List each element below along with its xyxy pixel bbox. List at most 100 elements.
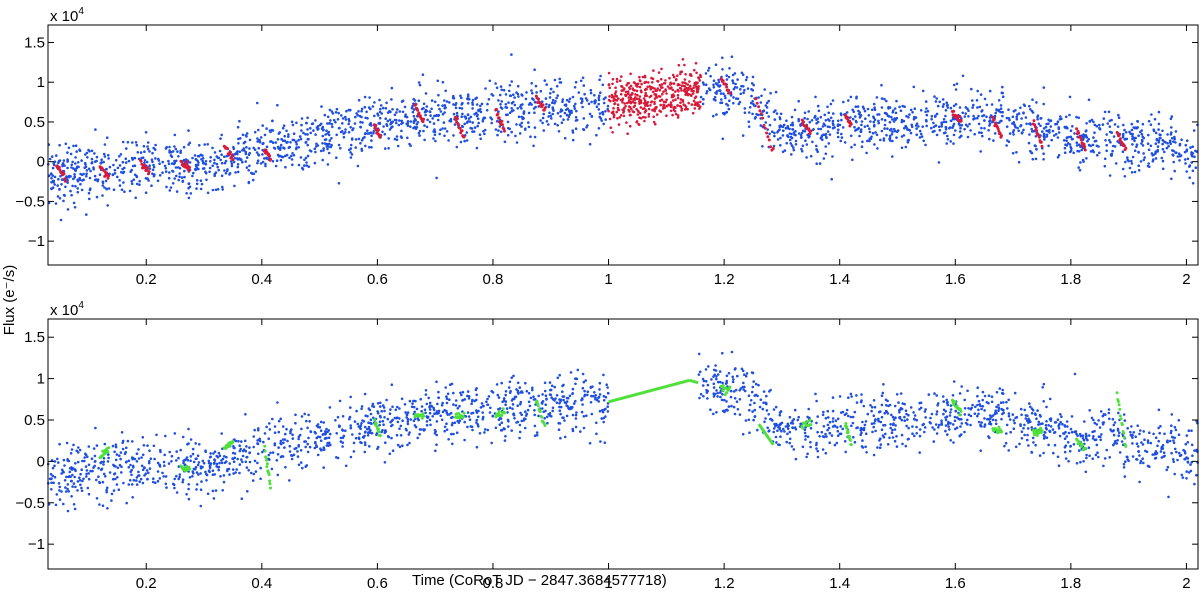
bottom-blue-point xyxy=(424,393,428,396)
bottom-blue-point xyxy=(155,433,158,437)
bottom-blue-point xyxy=(361,435,365,439)
top-blue-point xyxy=(287,135,290,138)
bottom-blue-point xyxy=(597,400,600,403)
top-blue-point xyxy=(847,99,850,102)
bottom-blue-point xyxy=(826,423,830,427)
top-xtick-label: 1.6 xyxy=(945,271,966,288)
bottom-blue-point xyxy=(582,380,586,384)
top-blue-point xyxy=(1030,109,1034,113)
top-red-point xyxy=(654,122,657,126)
top-blue-point xyxy=(510,80,513,83)
top-blue-point xyxy=(504,106,507,109)
top-blue-point xyxy=(709,74,712,78)
top-blue-point xyxy=(423,138,426,142)
top-blue-point xyxy=(204,160,208,163)
bottom-blue-point xyxy=(864,420,868,423)
bottom-blue-point xyxy=(450,432,453,436)
bottom-blue-point xyxy=(864,445,867,449)
top-blue-point xyxy=(742,91,745,94)
bottom-blue-point xyxy=(550,384,554,388)
bottom-blue-point xyxy=(313,446,317,450)
top-blue-point xyxy=(187,129,190,132)
top-blue-point xyxy=(306,116,309,120)
top-blue-point xyxy=(886,114,890,117)
bottom-blue-point xyxy=(388,452,392,456)
bottom-blue-point xyxy=(1114,439,1117,443)
bottom-blue-point xyxy=(851,421,855,425)
bottom-blue-point xyxy=(1136,424,1139,428)
top-blue-point xyxy=(168,171,171,174)
top-red-point xyxy=(660,67,663,71)
bottom-blue-point xyxy=(741,369,745,373)
bottom-blue-point xyxy=(1099,435,1102,439)
top-blue-point xyxy=(1085,135,1088,139)
top-blue-point xyxy=(191,156,194,160)
bottom-blue-point xyxy=(475,398,478,402)
top-blue-point xyxy=(1154,152,1157,155)
top-red-point xyxy=(759,112,763,116)
top-red-point xyxy=(639,106,643,109)
top-blue-point xyxy=(448,101,451,104)
top-blue-point xyxy=(1143,156,1146,159)
top-blue-point xyxy=(100,158,103,161)
top-red-point xyxy=(639,89,643,92)
bottom-blue-point xyxy=(451,415,454,419)
bottom-blue-point xyxy=(809,426,813,430)
top-blue-point xyxy=(1192,129,1196,132)
top-blue-point xyxy=(557,130,561,133)
bottom-blue-point xyxy=(80,486,83,490)
top-red-point xyxy=(377,128,380,132)
top-blue-point xyxy=(1043,138,1046,141)
top-blue-point xyxy=(291,152,294,155)
bottom-blue-point xyxy=(1005,400,1008,404)
top-blue-point xyxy=(883,118,887,122)
top-blue-point xyxy=(738,100,742,104)
bottom-blue-point xyxy=(545,415,549,419)
top-blue-point xyxy=(855,97,858,100)
bottom-blue-point xyxy=(946,433,949,436)
top-blue-point xyxy=(218,149,222,153)
top-blue-point xyxy=(508,84,512,87)
bottom-blue-point xyxy=(381,419,385,423)
top-blue-point xyxy=(1170,177,1173,181)
bottom-blue-point xyxy=(513,417,516,420)
top-blue-point xyxy=(335,107,339,111)
top-red-point xyxy=(952,109,956,113)
bottom-blue-point xyxy=(949,439,952,442)
bottom-blue-point xyxy=(199,504,203,508)
bottom-blue-point xyxy=(586,390,590,394)
bottom-blue-point xyxy=(995,390,999,394)
bottom-blue-point xyxy=(107,456,110,460)
top-red-point xyxy=(656,87,660,90)
top-blue-point xyxy=(801,144,805,148)
top-blue-point xyxy=(213,161,216,165)
top-red-point xyxy=(767,138,771,142)
top-blue-point xyxy=(442,121,446,124)
top-blue-point xyxy=(208,170,211,174)
top-blue-point xyxy=(1075,144,1079,147)
bottom-blue-point xyxy=(443,429,447,433)
top-blue-point xyxy=(400,129,403,133)
top-red-point xyxy=(536,97,540,101)
bottom-blue-point xyxy=(1163,454,1166,458)
bottom-blue-point xyxy=(730,404,733,408)
top-blue-point xyxy=(59,218,63,222)
top-blue-point xyxy=(533,135,537,139)
top-blue-point xyxy=(486,102,489,106)
bottom-blue-point xyxy=(437,396,440,400)
bottom-blue-point xyxy=(460,393,463,397)
bottom-blue-point xyxy=(187,442,190,445)
bottom-blue-point xyxy=(702,379,706,383)
top-red-point xyxy=(421,120,425,124)
bottom-blue-point xyxy=(305,419,308,423)
bottom-blue-point xyxy=(404,427,408,431)
top-blue-point xyxy=(558,77,561,81)
top-panel: 0.2 0.4 0.6 0.8 1 1.2 1.4 1.6 1.8 2−1−0.500.511.5… xyxy=(15,6,1199,288)
top-blue-point xyxy=(1025,122,1028,126)
top-blue-point xyxy=(1042,127,1046,130)
top-blue-point xyxy=(1108,119,1112,123)
top-blue-point xyxy=(305,161,308,164)
bottom-blue-point xyxy=(129,470,132,474)
bottom-blue-point xyxy=(1123,419,1127,422)
bottom-blue-point xyxy=(1027,417,1030,421)
